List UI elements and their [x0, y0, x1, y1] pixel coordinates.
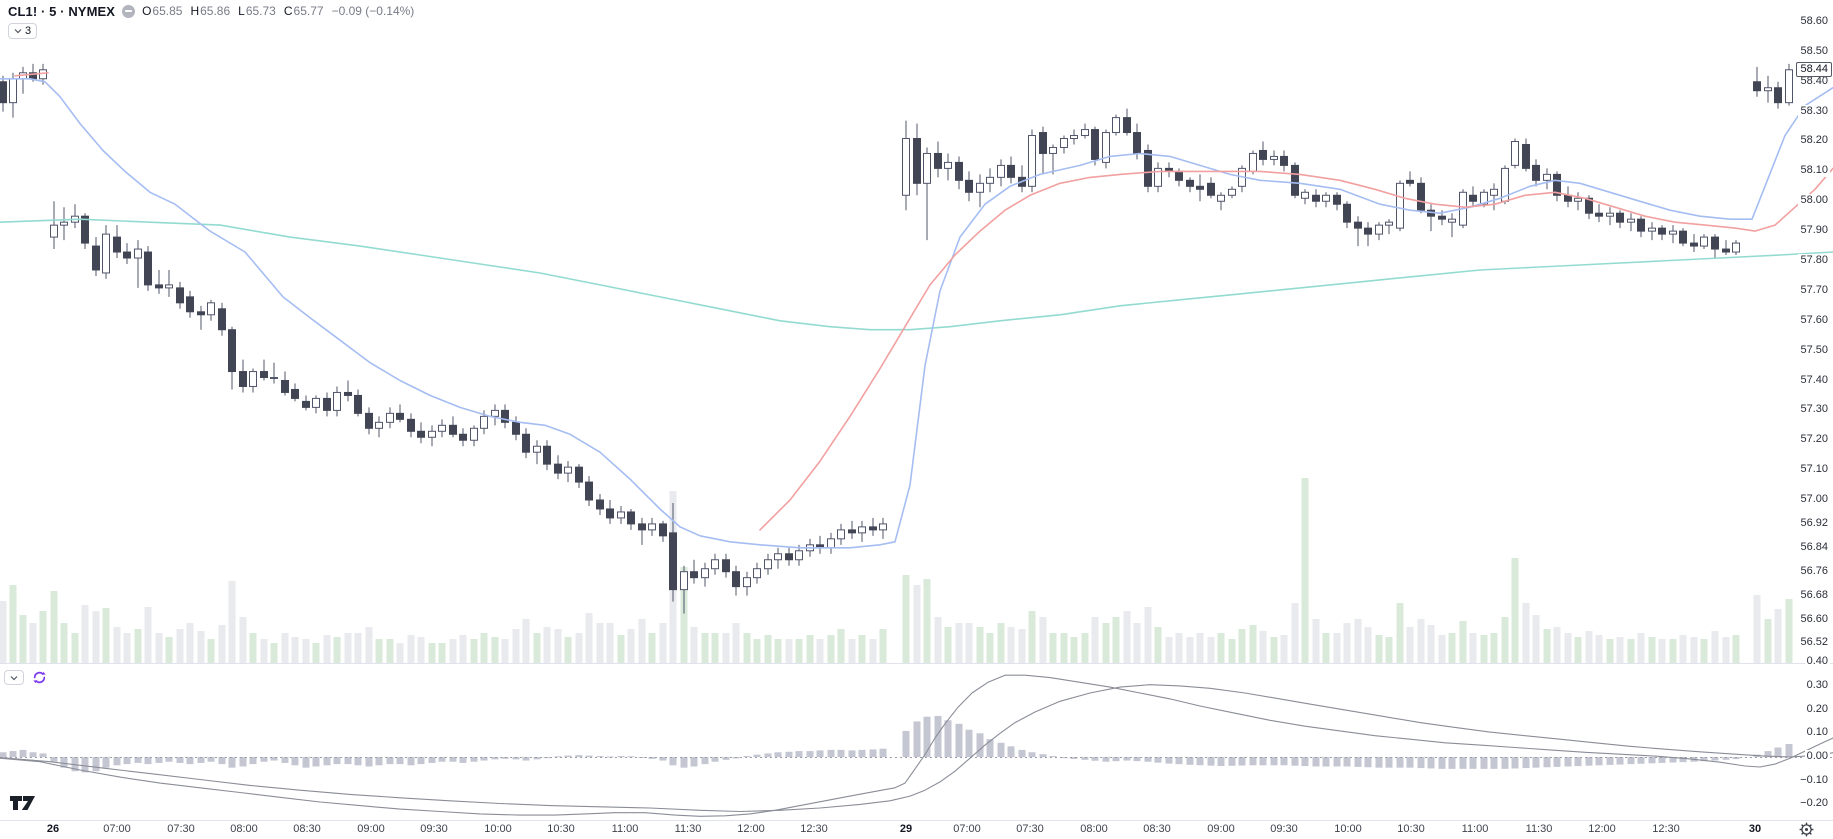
time-tick-label: 08:00: [1080, 823, 1108, 835]
time-tick-label: 07:00: [953, 823, 981, 835]
price-tick-label: 57.80: [1798, 254, 1830, 267]
indicator-tick-label: 0.10: [1804, 726, 1830, 739]
chart-legend: CL1! · 5 · NYMEX O65.85 H65.86 L65.73 C6…: [8, 3, 414, 40]
minus-icon: [125, 10, 133, 12]
price-tick-label: 58.00: [1798, 194, 1830, 207]
price-tick-label: 57.40: [1798, 374, 1830, 387]
time-tick-label: 09:30: [1270, 823, 1298, 835]
price-tick-label: 58.30: [1798, 105, 1830, 118]
indicator-tick-label: 0.00: [1804, 750, 1830, 763]
macd-histogram: [0, 715, 1793, 773]
volume-bars: [0, 478, 1793, 663]
indicator-collapse-button[interactable]: [4, 670, 24, 685]
legend-collapse-button[interactable]: 3: [8, 23, 38, 39]
time-tick-label: 08:30: [293, 823, 321, 835]
time-tick-label: 09:00: [357, 823, 385, 835]
high-value: 65.86: [200, 4, 231, 18]
price-tick-label: 57.70: [1798, 284, 1830, 297]
time-tick-label: 10:30: [1397, 823, 1425, 835]
close-value: 65.77: [293, 4, 324, 18]
price-tick-label: 56.92: [1798, 517, 1830, 530]
hidden-series-count: 3: [25, 25, 32, 37]
time-tick-label: 08:30: [1143, 823, 1171, 835]
time-tick-label: 09:30: [420, 823, 448, 835]
ohlc-values: O65.85 H65.86 L65.73 C65.77 −0.09 (−0.14…: [142, 4, 415, 18]
price-tick-label: 58.40: [1798, 75, 1830, 88]
symbol-title[interactable]: CL1! · 5 · NYMEX: [8, 3, 116, 19]
market-status-icon[interactable]: [122, 4, 136, 18]
price-tick-label: 58.50: [1798, 45, 1830, 58]
time-tick-label: 07:30: [167, 823, 195, 835]
time-tick-label: 11:30: [674, 823, 702, 835]
price-tick-label: 56.68: [1798, 589, 1830, 602]
price-tick-label: 56.76: [1798, 565, 1830, 578]
indicator-tick-label: −0.10: [1798, 774, 1830, 787]
time-tick-label: 10:00: [1334, 823, 1362, 835]
time-tick-label: 10:30: [547, 823, 575, 835]
indicator-pane-controls: [4, 669, 48, 686]
price-tick-label: 56.60: [1798, 613, 1830, 626]
time-day-label: 29: [899, 823, 913, 835]
price-tick-label: 57.60: [1798, 314, 1830, 327]
time-tick-label: 07:30: [1016, 823, 1044, 835]
time-tick-label: 11:30: [1525, 823, 1553, 835]
indicator-tick-label: 0.20: [1804, 703, 1830, 716]
open-value: 65.85: [152, 4, 183, 18]
price-tick-label: 57.50: [1798, 344, 1830, 357]
price-tick-label: 58.60: [1798, 15, 1830, 28]
low-value: 65.73: [245, 4, 276, 18]
tradingview-logo[interactable]: [9, 794, 49, 814]
time-tick-label: 08:00: [230, 823, 258, 835]
time-tick-label: 11:00: [1461, 823, 1489, 835]
indicator-tick-label: 0.40: [1804, 655, 1830, 668]
price-tick-label: 57.00: [1798, 493, 1830, 506]
last-price-label: 58.44: [1796, 62, 1832, 77]
indicator-tick-label: 0.30: [1804, 679, 1830, 692]
price-tick-label: 56.84: [1798, 541, 1830, 554]
time-tick-label: 12:30: [1652, 823, 1680, 835]
indicator-tick-label: −0.20: [1798, 797, 1830, 810]
change-value: −0.09 (−0.14%): [331, 4, 415, 18]
time-tick-label: 09:00: [1207, 823, 1235, 835]
sync-arrows-icon[interactable]: [31, 669, 48, 686]
scales-settings-gear-icon[interactable]: [1799, 822, 1814, 837]
chevron-down-icon: [10, 675, 18, 680]
price-tick-label: 58.10: [1798, 164, 1830, 177]
time-tick-label: 12:00: [737, 823, 765, 835]
time-day-label: 26: [46, 823, 60, 835]
price-tick-label: 57.90: [1798, 224, 1830, 237]
time-tick-label: 12:30: [800, 823, 828, 835]
candlestick-series: [0, 63, 1793, 614]
time-tick-label: 07:00: [103, 823, 131, 835]
time-tick-label: 12:00: [1588, 823, 1616, 835]
time-tick-label: 10:00: [484, 823, 512, 835]
time-tick-label: 11:00: [611, 823, 639, 835]
price-tick-label: 57.20: [1798, 433, 1830, 446]
price-tick-label: 57.30: [1798, 403, 1830, 416]
time-day-label: 30: [1748, 823, 1762, 835]
price-tick-label: 58.20: [1798, 134, 1830, 147]
chevron-down-icon: [14, 29, 22, 34]
price-tick-label: 57.10: [1798, 463, 1830, 476]
price-tick-label: 56.52: [1798, 636, 1830, 649]
